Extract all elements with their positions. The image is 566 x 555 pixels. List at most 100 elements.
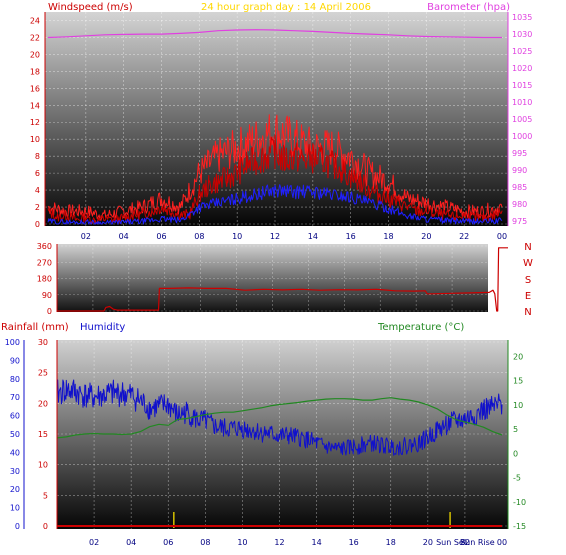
wind-direction-series-line bbox=[57, 247, 508, 312]
temperature-tick-label: -5 bbox=[513, 474, 521, 483]
barometer-tick-label: 1005 bbox=[512, 115, 532, 124]
rainfall-tick-label: 25 bbox=[38, 369, 48, 378]
rainfall-tick-label: 30 bbox=[38, 338, 48, 347]
barometer-tick-label: 995 bbox=[512, 149, 527, 158]
windspeed-tick-label: 20 bbox=[30, 50, 40, 59]
windspeed-tick-label: 10 bbox=[30, 135, 40, 144]
direction-tick-label: 270 bbox=[37, 258, 52, 267]
sun-set-label: Sun Set bbox=[436, 538, 467, 547]
humidity-tick-label: 100 bbox=[5, 338, 20, 347]
humidity-tick-label: 30 bbox=[10, 467, 20, 476]
humidity-tick-label: 20 bbox=[10, 485, 20, 494]
temperature-axis-label: Temperature (°C) bbox=[377, 322, 464, 333]
rain-x-tick-label: 04 bbox=[126, 538, 136, 547]
rainfall-tick-label: 0 bbox=[43, 522, 48, 531]
humidity-tick-label: 90 bbox=[10, 356, 20, 365]
humidity-tick-label: 60 bbox=[10, 412, 20, 421]
rainfall-tick-label: 10 bbox=[38, 461, 48, 470]
temperature-tick-label: 10 bbox=[513, 401, 523, 410]
barometer-series-line bbox=[47, 29, 502, 39]
rain-x-tick-label: 22 bbox=[460, 538, 470, 547]
tick-labels: 0246810121416182022249759809859909951000… bbox=[5, 13, 533, 547]
rain-x-tick-label: 00 bbox=[497, 538, 507, 547]
rainfall-tick-label: 20 bbox=[38, 399, 48, 408]
barometer-tick-label: 1025 bbox=[512, 47, 532, 56]
windspeed-tick-label: 8 bbox=[35, 152, 40, 161]
barometer-tick-label: 975 bbox=[512, 217, 527, 226]
rainfall-tick-label: 5 bbox=[43, 491, 48, 500]
rain-x-tick-label: 10 bbox=[237, 538, 247, 547]
windspeed-tick-label: 24 bbox=[30, 16, 40, 25]
humidity-tick-label: 80 bbox=[10, 375, 20, 384]
windspeed-tick-label: 12 bbox=[30, 118, 40, 127]
series-layer bbox=[47, 29, 508, 528]
windspeed-tick-label: 14 bbox=[30, 101, 40, 110]
barometer-axis-label: Barometer (hpa) bbox=[427, 2, 510, 13]
windspeed-tick-label: 22 bbox=[30, 33, 40, 42]
wind-x-tick-label: 00 bbox=[497, 232, 507, 241]
barometer-tick-label: 1020 bbox=[512, 64, 532, 73]
rainfall-axis-label: Rainfall (mm) bbox=[1, 322, 69, 333]
temperature-tick-label: -10 bbox=[513, 498, 526, 507]
rain-x-tick-label: 02 bbox=[89, 538, 99, 547]
temperature-tick-label: -15 bbox=[513, 522, 526, 531]
wind-x-tick-label: 12 bbox=[270, 232, 280, 241]
compass-label: E bbox=[525, 291, 531, 302]
windspeed-series-line bbox=[47, 134, 503, 225]
windspeed-tick-label: 6 bbox=[35, 169, 40, 178]
wind-x-tick-label: 04 bbox=[119, 232, 129, 241]
barometer-tick-label: 980 bbox=[512, 200, 527, 209]
compass-label: W bbox=[523, 258, 533, 269]
barometer-tick-label: 1030 bbox=[512, 30, 532, 39]
rain-x-tick-label: 06 bbox=[163, 538, 173, 547]
barometer-tick-label: 1035 bbox=[512, 13, 532, 22]
wind-x-tick-label: 06 bbox=[156, 232, 166, 241]
direction-tick-label: 180 bbox=[37, 275, 52, 284]
barometer-tick-label: 1010 bbox=[512, 98, 532, 107]
barometer-tick-label: 1015 bbox=[512, 81, 532, 90]
wind-x-tick-label: 22 bbox=[459, 232, 469, 241]
wind-x-tick-label: 08 bbox=[194, 232, 204, 241]
humidity-tick-label: 70 bbox=[10, 393, 20, 402]
wind-x-tick-label: 16 bbox=[346, 232, 356, 241]
compass-label: N bbox=[524, 307, 531, 318]
chart-title: 24 hour graph day : 14 April 2006 bbox=[201, 2, 371, 13]
windspeed-tick-label: 18 bbox=[30, 67, 40, 76]
windspeed-tick-label: 4 bbox=[35, 186, 40, 195]
temperature-tick-label: 0 bbox=[513, 449, 518, 458]
wind-x-tick-label: 14 bbox=[308, 232, 318, 241]
humidity-tick-label: 40 bbox=[10, 448, 20, 457]
wind-x-tick-label: 20 bbox=[421, 232, 431, 241]
wind-x-tick-label: 18 bbox=[383, 232, 393, 241]
barometer-tick-label: 1000 bbox=[512, 132, 532, 141]
humidity-series-line bbox=[56, 379, 503, 456]
direction-tick-label: 90 bbox=[42, 291, 52, 300]
rain-x-tick-label: 12 bbox=[274, 538, 284, 547]
sun-rise-label: Sun Rise bbox=[460, 538, 495, 547]
humidity-tick-label: 0 bbox=[15, 522, 20, 531]
rain-x-tick-label: 18 bbox=[386, 538, 396, 547]
wind-x-tick-label: 02 bbox=[81, 232, 91, 241]
rain-x-tick-label: 08 bbox=[200, 538, 210, 547]
direction-tick-label: 360 bbox=[37, 242, 52, 251]
wind-x-tick-label: 10 bbox=[232, 232, 242, 241]
compass-label: S bbox=[525, 275, 531, 286]
humidity-tick-label: 10 bbox=[10, 504, 20, 513]
humidity-tick-label: 50 bbox=[10, 430, 20, 439]
rainfall-tick-label: 15 bbox=[38, 430, 48, 439]
rain-x-tick-label: 16 bbox=[349, 538, 359, 547]
temperature-tick-label: 15 bbox=[513, 377, 523, 386]
windspeed-tick-label: 0 bbox=[35, 220, 40, 229]
temperature-tick-label: 5 bbox=[513, 425, 518, 434]
average-wind-series-line bbox=[47, 184, 503, 225]
compass-label: N bbox=[524, 242, 531, 253]
humidity-axis-label: Humidity bbox=[80, 322, 125, 333]
windspeed-tick-label: 16 bbox=[30, 84, 40, 93]
temperature-series-line bbox=[56, 397, 503, 439]
rain-x-tick-label: 20 bbox=[423, 538, 433, 547]
barometer-tick-label: 990 bbox=[512, 166, 527, 175]
windspeed-tick-label: 2 bbox=[35, 203, 40, 212]
barometer-tick-label: 985 bbox=[512, 183, 527, 192]
direction-panel-background bbox=[57, 244, 488, 312]
